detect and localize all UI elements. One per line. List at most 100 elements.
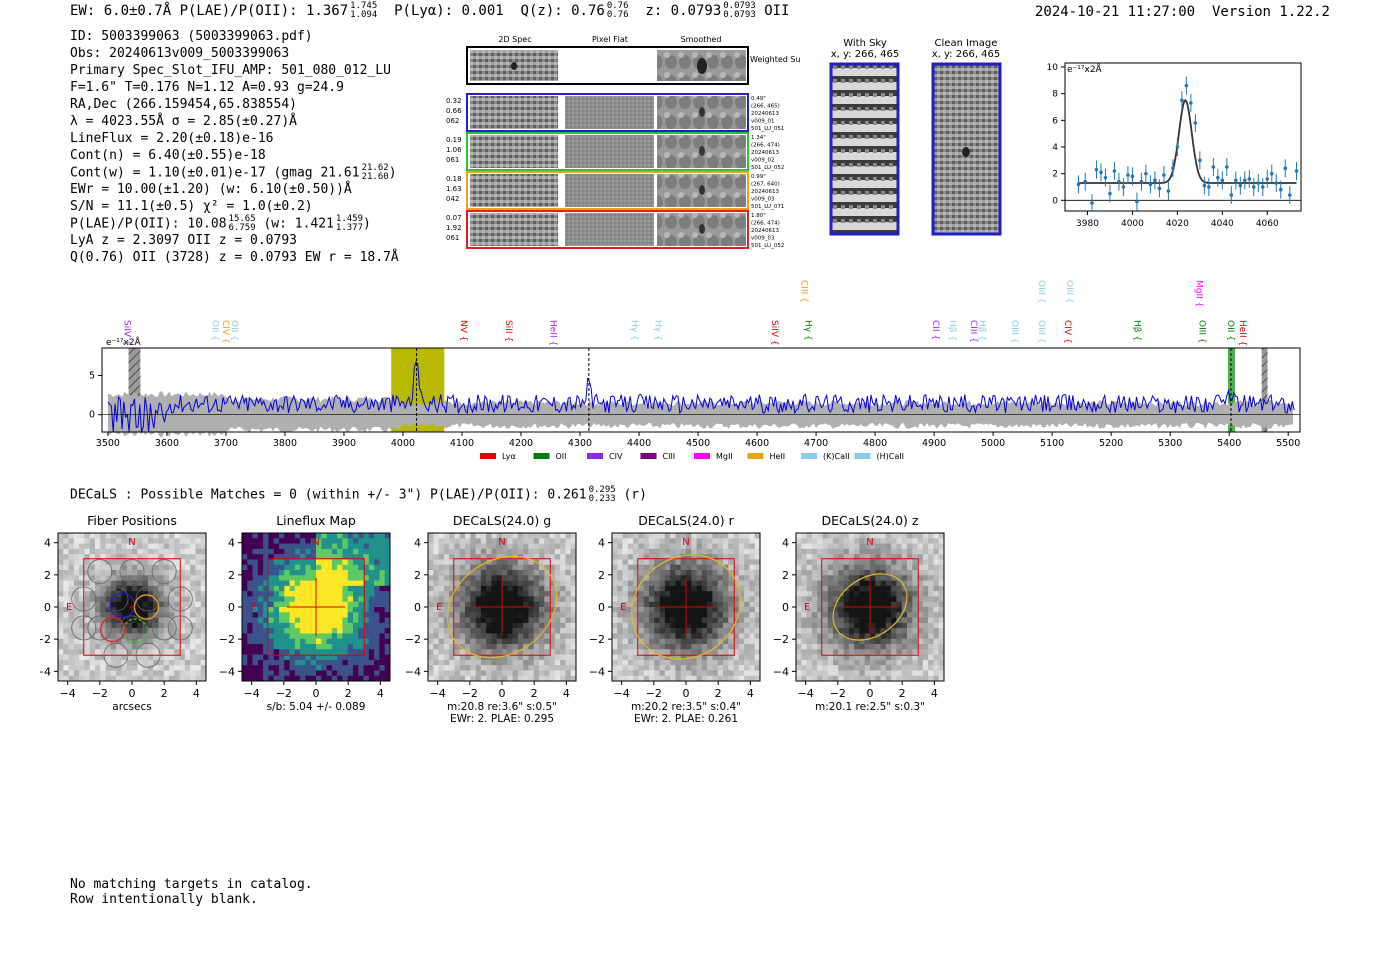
image-pixel <box>806 538 813 544</box>
image-pixel <box>707 612 713 618</box>
image-pixel <box>843 644 850 650</box>
image-pixel <box>289 585 296 592</box>
image-pixel <box>279 670 285 677</box>
image-pixel <box>300 649 306 655</box>
image-pixel <box>833 538 839 544</box>
image-pixel <box>68 575 75 581</box>
image-pixel <box>374 575 380 581</box>
image-pixel <box>475 580 482 587</box>
image-pixel <box>507 559 513 566</box>
image-pixel <box>84 533 91 539</box>
image-pixel <box>310 580 317 587</box>
image-pixel <box>384 575 391 581</box>
image-pixel <box>691 554 697 560</box>
image-pixel <box>163 548 170 555</box>
image-pixel <box>470 575 476 581</box>
image-pixel <box>147 665 154 671</box>
image-pixel <box>896 543 903 550</box>
image-pixel <box>279 575 285 581</box>
image-pixel <box>347 548 354 555</box>
image-pixel <box>247 644 253 650</box>
legend-label: (K)CaII <box>823 452 850 461</box>
image-pixel <box>110 554 117 560</box>
image-pixel <box>891 538 897 544</box>
image-pixel <box>517 654 524 661</box>
image-pixel <box>105 559 112 566</box>
image-pixel <box>675 649 682 655</box>
image-pixel <box>670 654 676 661</box>
image-pixel <box>801 622 807 629</box>
image-pixel <box>528 628 535 634</box>
image-pixel <box>848 665 855 671</box>
image-pixel <box>358 659 364 666</box>
image-pixel <box>126 665 133 671</box>
image-pixel <box>470 591 476 597</box>
image-pixel <box>126 554 133 560</box>
panel-ytick-label: −4 <box>40 665 51 678</box>
image-pixel <box>502 617 508 624</box>
image-pixel <box>174 564 180 571</box>
image-pixel <box>470 675 476 682</box>
image-pixel <box>896 570 903 576</box>
image-pixel <box>363 633 370 640</box>
image-pixel <box>754 622 761 629</box>
image-pixel <box>811 575 818 581</box>
image-pixel <box>247 654 253 661</box>
image-pixel <box>163 585 170 592</box>
image-pixel <box>539 675 545 682</box>
image-pixel <box>257 533 264 539</box>
image-pixel <box>169 644 175 650</box>
image-pixel <box>686 585 692 592</box>
image-pixel <box>502 628 508 634</box>
image-pixel <box>470 659 476 666</box>
image-pixel <box>854 538 860 544</box>
image-pixel <box>121 564 128 571</box>
header-z: z: 0.0793 <box>645 3 722 19</box>
image-pixel <box>512 533 519 539</box>
image-pixel <box>670 564 676 571</box>
image-pixel <box>379 548 386 555</box>
image-pixel <box>691 548 697 555</box>
image-pixel <box>749 538 756 544</box>
image-pixel <box>838 596 844 603</box>
image-pixel <box>502 575 508 581</box>
image-pixel <box>342 596 349 603</box>
image-pixel <box>279 564 285 571</box>
image-pixel <box>622 554 629 560</box>
image-pixel <box>670 543 676 550</box>
image-pixel <box>321 601 327 608</box>
image-pixel <box>428 601 434 608</box>
image-pixel <box>100 638 106 645</box>
image-pixel <box>922 543 929 550</box>
image-pixel <box>880 559 887 566</box>
image-pixel <box>347 596 354 603</box>
zoom-data-point <box>1076 182 1081 187</box>
image-pixel <box>121 612 128 618</box>
image-pixel <box>126 638 133 645</box>
image-pixel <box>654 564 660 571</box>
image-pixel <box>554 607 561 613</box>
image-pixel <box>686 559 692 566</box>
image-pixel <box>659 633 666 640</box>
image-pixel <box>922 649 929 655</box>
image-pixel <box>928 543 934 550</box>
image-pixel <box>321 617 327 624</box>
image-pixel <box>79 543 85 550</box>
image-pixel <box>696 601 703 608</box>
image-pixel <box>675 622 682 629</box>
image-pixel <box>132 591 138 597</box>
image-pixel <box>885 607 892 613</box>
image-pixel <box>749 575 756 581</box>
image-pixel <box>449 644 455 650</box>
image-pixel <box>523 580 529 587</box>
panel-sub1: s/b: 5.04 +/- 0.089 <box>267 701 366 713</box>
image-pixel <box>801 617 807 624</box>
image-pixel <box>358 633 364 640</box>
zoom-data-point <box>1193 121 1198 125</box>
image-pixel <box>132 665 138 671</box>
image-pixel <box>475 575 482 581</box>
image-pixel <box>384 554 391 560</box>
catalog-footer: No matching targets in catalog. Row inte… <box>70 877 313 907</box>
image-pixel <box>565 601 572 608</box>
image-pixel <box>549 649 556 655</box>
